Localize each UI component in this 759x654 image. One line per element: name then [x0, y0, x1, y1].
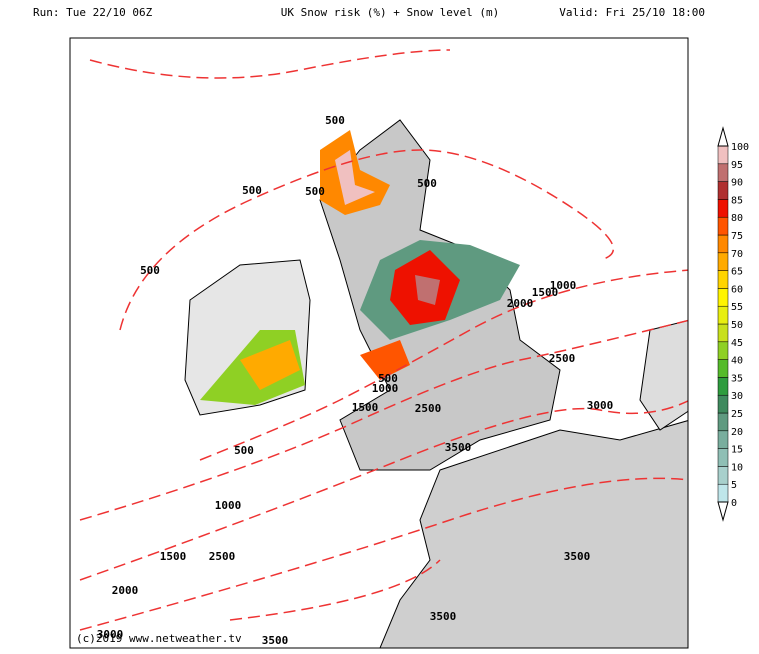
colorbar-swatch: [717, 145, 729, 165]
snow-level-label: 1500: [532, 286, 559, 299]
colorbar-swatch: [717, 394, 729, 414]
snow-level-label: 500: [140, 264, 160, 277]
valid: Valid: Fri 25/10 18:00: [559, 6, 705, 19]
colorbar-label: 85: [731, 195, 743, 206]
colorbar-label: 5: [731, 480, 737, 491]
colorbar-label: 25: [731, 409, 743, 420]
snow-level-label: 1500: [160, 550, 187, 563]
colorbar-label: 20: [731, 427, 743, 438]
snow-level-label: 500: [325, 114, 345, 127]
colorbar-swatch: [717, 181, 729, 200]
colorbar-swatch: [717, 234, 729, 254]
snow-level-label: 2500: [415, 402, 442, 415]
colorbar-swatch: [717, 466, 729, 485]
colorbar-label: 15: [731, 445, 743, 456]
colorbar-label: 75: [731, 231, 743, 242]
colorbar-swatch: [717, 288, 729, 307]
colorbar-label: 90: [731, 178, 743, 189]
snow-level-label: 3000: [587, 399, 614, 412]
colorbar-swatch: [717, 377, 729, 396]
colorbar-label: 35: [731, 373, 743, 384]
colorbar-swatch: [717, 323, 729, 343]
credit: (c)2019 www.netweather.tv: [76, 632, 242, 645]
colorbar-swatch: [717, 483, 729, 503]
map: [70, 38, 688, 648]
colorbar-label: 55: [731, 302, 743, 313]
colorbar-label: 65: [731, 267, 743, 278]
snow-level-label: 1000: [215, 499, 242, 512]
snow-level-label: 500: [242, 184, 262, 197]
colorbar-label: 95: [731, 160, 743, 171]
colorbar-swatch: [717, 430, 729, 449]
snow-level-label: 3500: [430, 610, 457, 623]
colorbar-swatch: [717, 341, 729, 360]
colorbar-label: 40: [731, 356, 743, 367]
snow-level-label: 1000: [550, 279, 577, 292]
snow-level-label: 1000: [372, 382, 399, 395]
colorbar-swatch: [717, 199, 729, 218]
snow-level-label: 500: [234, 444, 254, 457]
snow-level-label: 500: [417, 177, 437, 190]
snow-level-label: 3500: [564, 550, 591, 563]
snow-level-label: 1500: [352, 401, 379, 414]
colorbar-swatch: [717, 305, 729, 325]
snow-level-label: 2000: [507, 297, 534, 310]
map-frame: [69, 37, 689, 649]
snow-level-label: 3500: [262, 634, 289, 647]
colorbar-swatch: [717, 412, 729, 432]
snow-level-label: 500: [305, 185, 325, 198]
colorbar-label: 10: [731, 462, 743, 473]
colorbar-cap: [717, 501, 729, 522]
colorbar-swatch: [717, 448, 729, 467]
colorbar-label: 70: [731, 249, 743, 260]
snow-level-label: 2500: [209, 550, 236, 563]
colorbar-swatch: [717, 216, 729, 236]
colorbar-swatch: [717, 359, 729, 378]
snow-level-label: 2500: [549, 352, 576, 365]
colorbar-label: 30: [731, 391, 743, 402]
colorbar-label: 0: [731, 498, 737, 509]
title: UK Snow risk (%) + Snow level (m): [281, 6, 500, 19]
snow-level-label: 500: [378, 372, 398, 385]
colorbar-swatch: [717, 270, 729, 289]
colorbar-label: 80: [731, 213, 743, 224]
colorbar-swatch: [717, 163, 729, 182]
colorbar-label: 45: [731, 338, 743, 349]
snow-level-label: 3500: [445, 441, 472, 454]
snow-level-label: 3000: [97, 628, 124, 641]
run: Run: Tue 22/10 06Z: [33, 6, 153, 19]
colorbar-label: 50: [731, 320, 743, 331]
colorbar-label: 60: [731, 284, 743, 295]
colorbar-label: 100: [731, 142, 749, 153]
snow-level-label: 2000: [112, 584, 139, 597]
colorbar-cap: [717, 126, 729, 147]
colorbar-swatch: [717, 252, 729, 271]
